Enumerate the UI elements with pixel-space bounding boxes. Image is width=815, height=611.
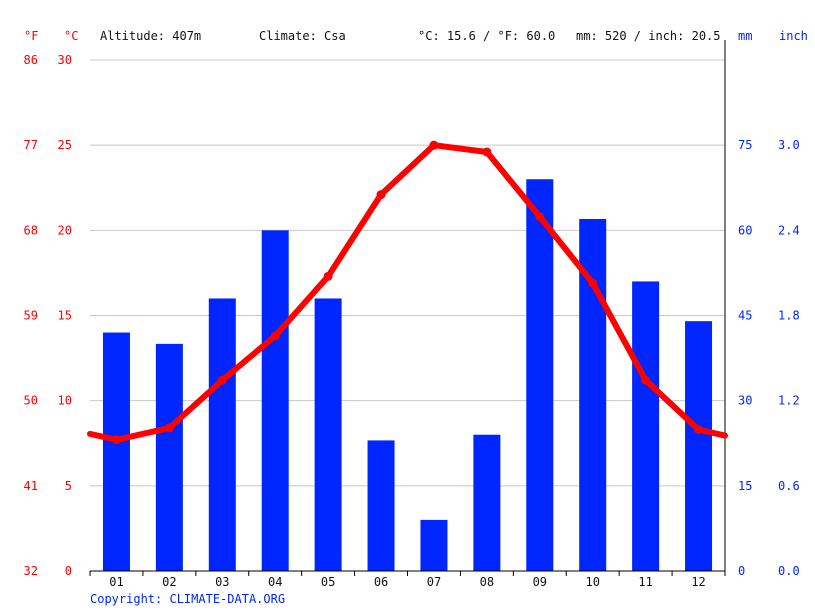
temperature-point xyxy=(535,212,545,222)
fahrenheit-tick-label: 41 xyxy=(24,479,38,493)
celsius-tick-label: 15 xyxy=(58,309,72,323)
temperature-point xyxy=(111,435,121,445)
unit-fahrenheit-label: °F xyxy=(24,29,38,43)
celsius-tick-label: 30 xyxy=(58,53,72,67)
precipitation-bar xyxy=(102,332,130,571)
inch-tick-label: 0.6 xyxy=(778,479,800,493)
axis-tick-labels: 0 32 5 41 10 50 15 59 20 68 25 77 30 86 0 0.0 15 0.6 30 1.2… xyxy=(24,53,800,589)
month-tick-label: 07 xyxy=(427,575,441,589)
temperature-point xyxy=(482,147,492,157)
mm-tick-label: 45 xyxy=(738,309,752,323)
grid-lines xyxy=(90,59,725,487)
climate-label: Climate: Csa xyxy=(259,29,346,43)
inch-tick-label: 1.2 xyxy=(778,394,800,408)
fahrenheit-tick-label: 32 xyxy=(24,564,38,578)
unit-mm-label: mm xyxy=(738,29,752,43)
celsius-tick-label: 5 xyxy=(65,479,72,493)
temperature-point xyxy=(641,375,651,385)
month-tick-label: 06 xyxy=(374,575,388,589)
mm-tick-label: 30 xyxy=(738,394,752,408)
precipitation-bar xyxy=(314,298,342,571)
month-tick-label: 03 xyxy=(215,575,229,589)
precipitation-bar xyxy=(685,321,713,571)
inch-tick-label: 1.8 xyxy=(778,309,800,323)
celsius-tick-label: 25 xyxy=(58,138,72,152)
mm-tick-label: 60 xyxy=(738,223,752,237)
month-tick-label: 02 xyxy=(162,575,176,589)
mm-tick-label: 15 xyxy=(738,479,752,493)
mm-tick-label: 75 xyxy=(738,138,752,152)
precipitation-bar xyxy=(261,230,289,572)
temperature-point xyxy=(217,375,227,385)
temperature-point xyxy=(270,331,280,341)
fahrenheit-tick-label: 86 xyxy=(24,53,38,67)
temperature-point xyxy=(323,271,333,281)
copyright-label: Copyright: CLIMATE-DATA.ORG xyxy=(90,592,285,606)
month-tick-label: 12 xyxy=(691,575,705,589)
month-tick-label: 01 xyxy=(109,575,123,589)
month-tick-label: 08 xyxy=(480,575,494,589)
temperature-line xyxy=(87,140,728,445)
precipitation-bar xyxy=(473,434,501,571)
unit-celsius-label: °C xyxy=(64,29,78,43)
precipitation-bar xyxy=(579,218,607,571)
temperature-point xyxy=(376,190,386,200)
month-tick-label: 10 xyxy=(585,575,599,589)
fahrenheit-tick-label: 77 xyxy=(24,138,38,152)
altitude-label: Altitude: 407m xyxy=(100,29,201,43)
precipitation-bar xyxy=(420,519,448,571)
month-tick-label: 04 xyxy=(268,575,282,589)
temperature-point xyxy=(164,423,174,433)
month-tick-label: 11 xyxy=(638,575,652,589)
precipitation-bar xyxy=(367,440,395,571)
fahrenheit-tick-label: 68 xyxy=(24,223,38,237)
month-tick-label: 05 xyxy=(321,575,335,589)
inch-tick-label: 3.0 xyxy=(778,138,800,152)
fahrenheit-tick-label: 59 xyxy=(24,309,38,323)
celsius-tick-label: 10 xyxy=(58,394,72,408)
temperature-point xyxy=(588,278,598,288)
chart-axes xyxy=(89,40,726,576)
inch-tick-label: 2.4 xyxy=(778,223,800,237)
fahrenheit-tick-label: 50 xyxy=(24,394,38,408)
temperature-point xyxy=(429,140,439,150)
unit-inch-label: inch xyxy=(779,29,808,43)
average-temperature-label: °C: 15.6 / °F: 60.0 xyxy=(418,29,555,43)
temperature-point xyxy=(694,425,704,435)
total-precipitation-label: mm: 520 / inch: 20.5 xyxy=(576,29,721,43)
precipitation-bar xyxy=(155,343,183,571)
celsius-tick-label: 0 xyxy=(65,564,72,578)
inch-tick-label: 0.0 xyxy=(778,564,800,578)
mm-tick-label: 0 xyxy=(738,564,745,578)
precipitation-bar xyxy=(526,179,554,571)
precipitation-bar xyxy=(208,298,236,571)
month-tick-label: 09 xyxy=(533,575,547,589)
precipitation-bars xyxy=(102,179,713,572)
precipitation-bar xyxy=(632,281,660,571)
celsius-tick-label: 20 xyxy=(58,223,72,237)
temperature-series-line xyxy=(87,142,728,443)
